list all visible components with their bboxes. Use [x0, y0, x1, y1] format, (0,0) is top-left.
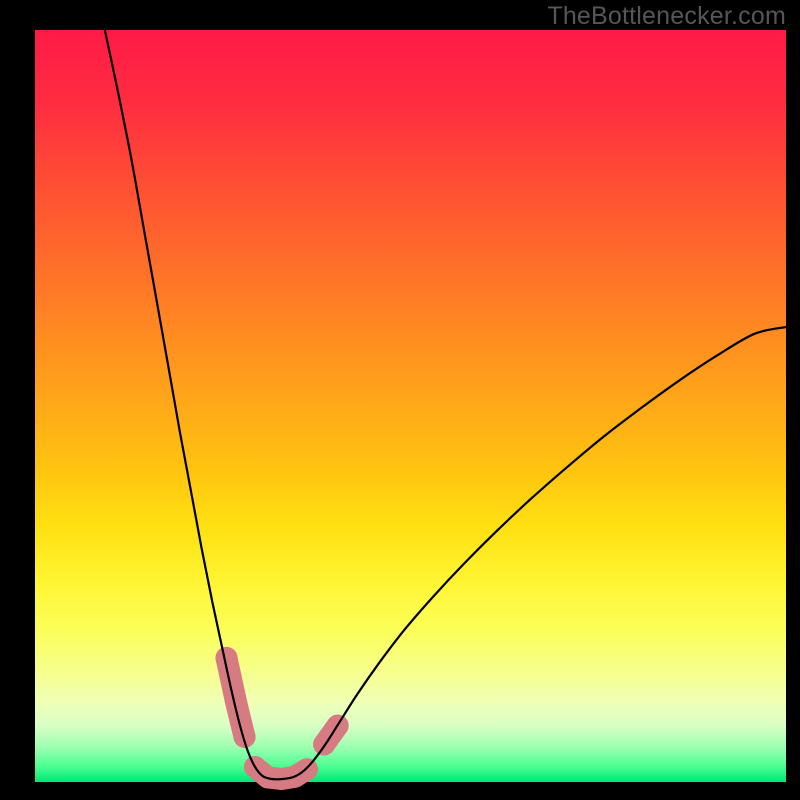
bottleneck-v-curve	[105, 30, 786, 779]
chart-svg-layer	[0, 0, 800, 800]
highlight-markers-group	[216, 647, 349, 790]
watermark-text: TheBottlenecker.com	[547, 2, 786, 31]
chart-stage: TheBottlenecker.com	[0, 0, 800, 800]
